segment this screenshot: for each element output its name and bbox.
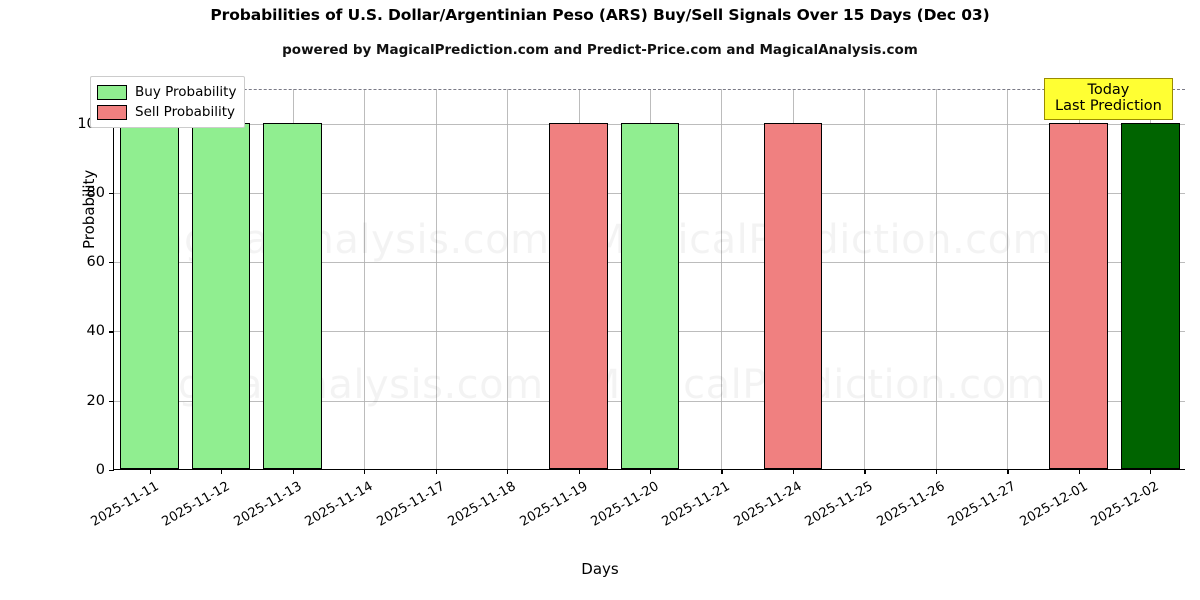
chart-title: Probabilities of U.S. Dollar/Argentinian… — [210, 6, 990, 24]
x-axis-title: Days — [581, 560, 619, 578]
today-annotation-line1: Today — [1087, 82, 1130, 98]
x-tick-label: 2025-11-11 — [88, 479, 162, 530]
legend-label-buy: Buy Probability — [135, 84, 237, 100]
x-tick-label: 2025-12-01 — [1017, 479, 1091, 530]
bar-2025-11-24 — [763, 122, 823, 469]
x-tick-label: 2025-11-25 — [802, 479, 876, 530]
y-tick-label: 20 — [86, 392, 105, 409]
legend-swatch-sell — [97, 104, 127, 120]
bar-2025-12-01 — [1049, 122, 1109, 469]
x-tick-mark — [149, 469, 151, 474]
x-tick-mark — [435, 469, 437, 474]
y-tick-mark — [109, 331, 114, 333]
reference-line — [114, 89, 1185, 90]
x-tick-label: 2025-11-19 — [517, 479, 591, 530]
y-tick-label: 80 — [86, 184, 105, 201]
x-tick-mark — [721, 469, 723, 474]
bar-2025-11-20 — [620, 122, 680, 469]
x-tick-label: 2025-11-27 — [945, 479, 1019, 530]
x-tick-mark — [578, 469, 580, 474]
x-tick-mark — [864, 469, 866, 474]
x-tick-mark — [650, 469, 652, 474]
legend-label-sell: Sell Probability — [135, 104, 236, 120]
gridline-vertical — [507, 89, 509, 469]
x-tick-mark — [792, 469, 795, 474]
y-tick-mark — [109, 192, 114, 195]
x-tick-label: 2025-12-02 — [1088, 479, 1162, 530]
bar-2025-11-13 — [263, 122, 322, 469]
today-annotation: Today Last Prediction — [1044, 78, 1173, 121]
gridline-vertical — [435, 89, 437, 469]
x-tick-mark — [1007, 469, 1009, 474]
bar-2025-11-19 — [549, 122, 608, 469]
legend: Buy Probability Sell Probability — [90, 76, 246, 128]
y-tick-label: 40 — [86, 323, 105, 340]
x-tick-label: 2025-11-21 — [660, 479, 733, 530]
x-tick-mark — [221, 469, 223, 474]
today-annotation-line2: Last Prediction — [1055, 98, 1162, 115]
plot-area: MagicalAnalysis.comMagicalPrediction.com… — [77, 89, 1185, 530]
bar-2025-11-12 — [191, 122, 251, 469]
gridline-vertical — [935, 89, 937, 469]
y-tick-label: 0 — [95, 462, 105, 478]
gridline-vertical — [1007, 89, 1009, 469]
legend-item-sell: Sell Probability — [97, 102, 236, 122]
gridline-vertical — [864, 89, 866, 469]
x-tick-mark — [507, 469, 509, 474]
gridline-vertical — [364, 89, 366, 469]
legend-swatch-buy — [97, 84, 127, 100]
x-tick-mark — [1078, 469, 1080, 474]
bar-2025-12-02 — [1120, 122, 1180, 469]
chart-subtitle: powered by MagicalPrediction.com and Pre… — [282, 42, 918, 58]
legend-item-buy: Buy Probability — [97, 82, 236, 102]
y-axis-title: Probability — [80, 169, 98, 249]
x-tick-label: 2025-11-13 — [231, 479, 305, 530]
y-tick-mark — [109, 262, 114, 264]
x-tick-mark — [364, 469, 366, 474]
y-tick-mark — [109, 470, 114, 472]
x-tick-label: 2025-11-18 — [445, 479, 519, 530]
x-tick-mark — [292, 469, 294, 474]
x-tick-label: 2025-11-17 — [374, 479, 448, 530]
x-tick-mark — [935, 469, 938, 474]
bar-2025-11-11 — [120, 122, 180, 469]
y-tick-label: 60 — [86, 254, 105, 271]
plot-clip: MagicalAnalysis.comMagicalPrediction.com… — [114, 89, 1185, 469]
x-tick-label: 2025-11-14 — [302, 479, 376, 530]
x-tick-mark — [1150, 469, 1152, 474]
y-tick-mark — [109, 400, 114, 402]
gridline-vertical — [721, 89, 723, 469]
x-tick-label: 2025-11-12 — [159, 479, 233, 530]
